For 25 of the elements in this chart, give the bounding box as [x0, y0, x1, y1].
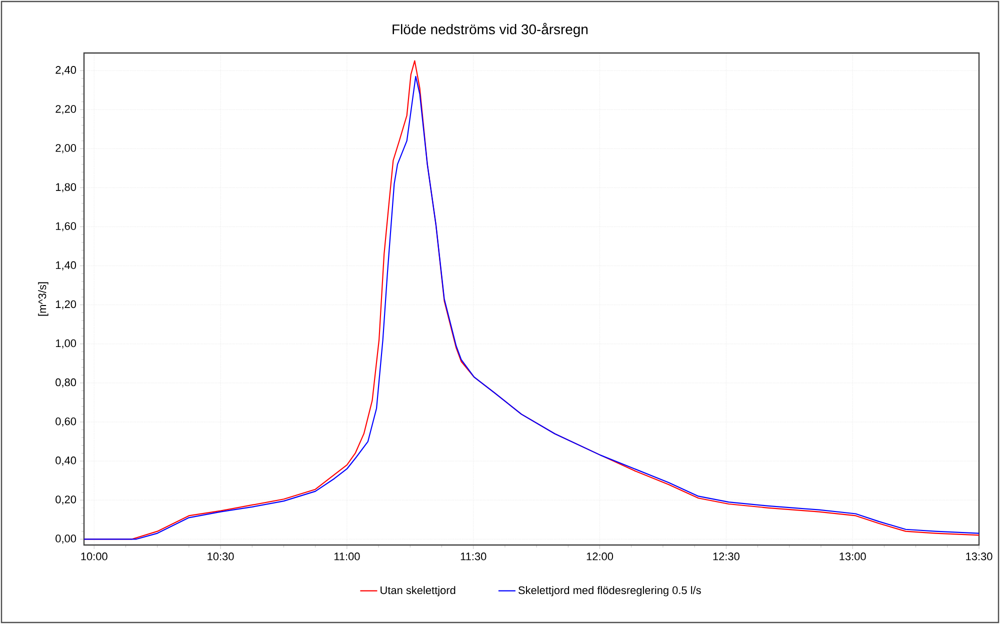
y-tick-label: 0,60 — [56, 417, 76, 427]
y-tick-label: 2,40 — [56, 66, 76, 76]
legend-label: Skelettjord med flödesreglering 0.5 l/s — [518, 586, 701, 596]
y-tick-label: 0,20 — [56, 496, 76, 505]
x-tick-label: 11:00 — [334, 552, 360, 560]
x-tick-label: 12:00 — [586, 552, 614, 560]
y-tick-label: 0,40 — [56, 456, 76, 466]
x-tick-label: 10:30 — [208, 552, 234, 560]
y-tick-label: 2,20 — [56, 105, 76, 114]
y-tick-label: 1,20 — [56, 300, 76, 310]
x-tick-label: 11:30 — [460, 552, 486, 560]
x-tick-label: 12:30 — [713, 552, 740, 560]
chart-title: Flöde nedströms vid 30-årsregn — [392, 22, 588, 38]
y-axis-title: [m^3/s] — [38, 282, 48, 316]
y-tick-label: 1,60 — [56, 222, 76, 232]
y-tick-label: 2,00 — [56, 144, 76, 154]
x-tick-label: 10:00 — [81, 552, 108, 560]
y-tick-label: 1,80 — [56, 183, 76, 192]
x-tick-label: 13:00 — [840, 552, 866, 560]
y-tick-label: 1,40 — [56, 261, 76, 270]
y-tick-label: 1,00 — [56, 339, 76, 348]
x-tick-label: 13:30 — [966, 552, 992, 560]
legend-label: Utan skelettjord — [380, 586, 456, 596]
y-tick-label: 0,80 — [56, 378, 76, 388]
y-tick-label: 0,00 — [56, 534, 76, 544]
